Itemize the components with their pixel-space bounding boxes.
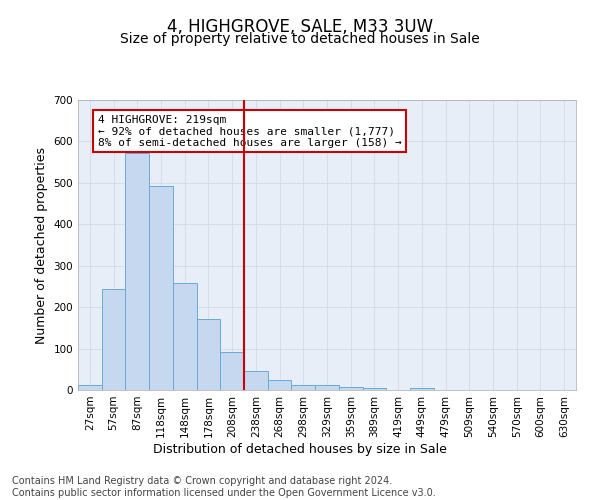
Bar xyxy=(315,386,339,390)
Bar xyxy=(149,186,173,390)
Bar xyxy=(292,384,315,390)
Y-axis label: Number of detached properties: Number of detached properties xyxy=(35,146,48,344)
Bar xyxy=(78,384,102,390)
Bar xyxy=(410,388,434,390)
Bar xyxy=(197,319,220,390)
Bar xyxy=(125,153,149,390)
Bar xyxy=(339,386,362,390)
Bar xyxy=(220,352,244,390)
Bar xyxy=(362,388,386,390)
Text: Distribution of detached houses by size in Sale: Distribution of detached houses by size … xyxy=(153,442,447,456)
Text: Contains HM Land Registry data © Crown copyright and database right 2024.
Contai: Contains HM Land Registry data © Crown c… xyxy=(12,476,436,498)
Text: 4 HIGHGROVE: 219sqm
← 92% of detached houses are smaller (1,777)
8% of semi-deta: 4 HIGHGROVE: 219sqm ← 92% of detached ho… xyxy=(98,114,401,148)
Bar xyxy=(268,380,292,390)
Bar xyxy=(173,283,197,390)
Bar xyxy=(102,289,125,390)
Text: Size of property relative to detached houses in Sale: Size of property relative to detached ho… xyxy=(120,32,480,46)
Text: 4, HIGHGROVE, SALE, M33 3UW: 4, HIGHGROVE, SALE, M33 3UW xyxy=(167,18,433,36)
Bar xyxy=(244,371,268,390)
